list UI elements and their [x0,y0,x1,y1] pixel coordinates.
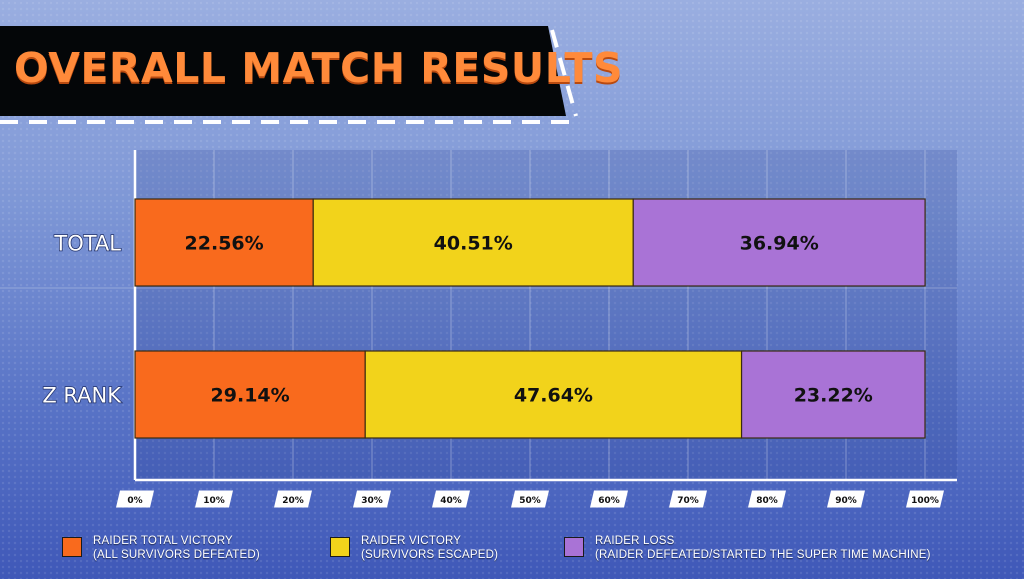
tick-label-box [906,490,944,508]
tick-label-box [511,490,549,508]
title-banner [0,26,580,124]
legend-label: RAIDER VICTORY (SURVIVORS ESCAPED) [361,535,499,561]
bar-segment [134,350,366,439]
tick-label-box [590,490,628,508]
tick-label: 40% [440,496,462,506]
bar-segment [364,350,743,439]
bar-segment [740,350,926,439]
data-label: 23.22% [794,385,873,407]
tick-label-box [669,490,707,508]
tick-label-box [274,490,312,508]
legend-swatch [564,537,584,557]
tick-label-box [748,490,786,508]
data-label: 47.64% [514,385,593,407]
tick-label-box [432,490,470,508]
tick-label-box [195,490,233,508]
legend-item-total-victory: RAIDER TOTAL VICTORY (ALL SURVIVORS DEFE… [62,534,260,562]
category-label: Z RANK [42,384,122,408]
page-title: OVERALL MATCH RESULTS [14,44,624,92]
tick-label-box [116,490,154,508]
legend-label: RAIDER LOSS (RAIDER DEFEATED/STARTED THE… [595,535,931,561]
bar-segment [632,198,926,287]
tick-label: 100% [911,496,939,506]
tick-label: 50% [519,496,541,506]
data-label: 22.56% [185,233,264,255]
tick-label: 60% [598,496,620,506]
tick-label: 20% [282,496,304,506]
tick-label: 0% [127,496,142,506]
tick-label: 30% [361,496,383,506]
tick-label-box [353,490,391,508]
bar-segment [134,198,314,287]
legend-label: RAIDER TOTAL VICTORY (ALL SURVIVORS DEFE… [93,535,260,561]
tick-label: 70% [677,496,699,506]
legend-item-victory: RAIDER VICTORY (SURVIVORS ESCAPED) [330,534,498,562]
tick-label-box [827,490,865,508]
tick-label: 90% [835,496,857,506]
data-label: 40.51% [434,233,513,255]
legend-swatch [62,537,82,557]
data-label: 29.14% [211,385,290,407]
legend-swatch [330,537,350,557]
tick-label: 10% [203,496,225,506]
tick-label: 80% [756,496,778,506]
category-label: TOTAL [53,232,121,256]
bar-segment [312,198,634,287]
data-label: 36.94% [740,233,819,255]
legend-item-loss: RAIDER LOSS (RAIDER DEFEATED/STARTED THE… [564,534,931,562]
